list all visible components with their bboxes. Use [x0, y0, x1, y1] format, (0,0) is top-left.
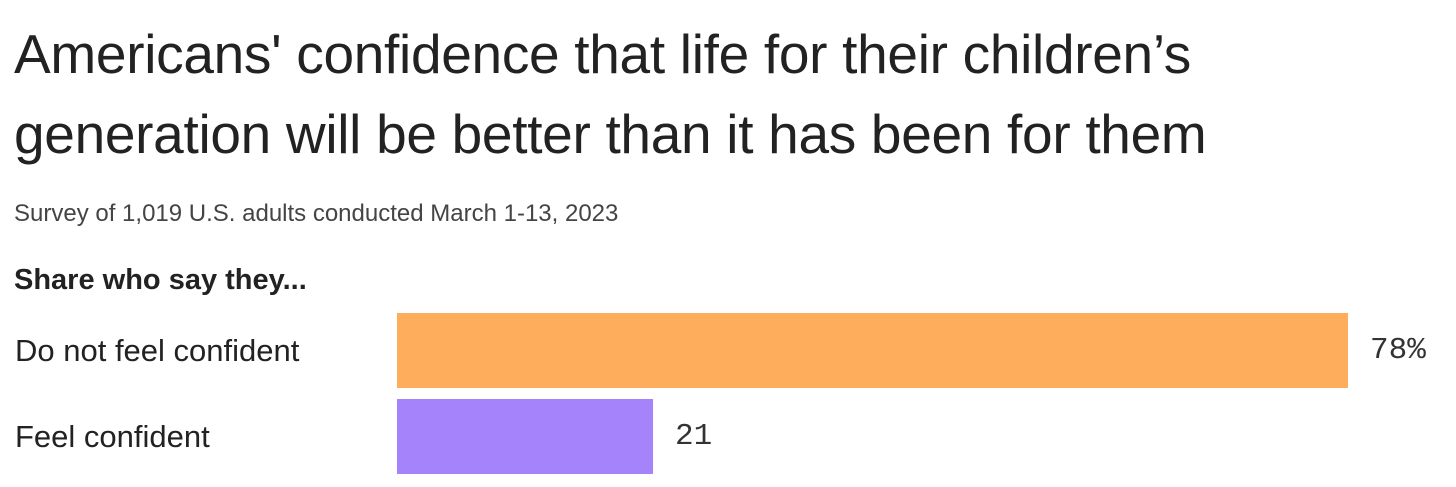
chart-title: Americans' confidence that life for thei…: [14, 23, 1207, 165]
bar: [397, 399, 654, 474]
value-label: 78%: [1370, 333, 1426, 368]
category-label: Feel confident: [15, 419, 210, 454]
value-label: 21: [675, 419, 712, 454]
category-heading: Share who say they...: [14, 264, 307, 296]
bar: [397, 313, 1348, 388]
chart-subtitle: Survey of 1,019 U.S. adults conducted Ma…: [14, 200, 619, 227]
category-label: Do not feel confident: [15, 333, 300, 368]
